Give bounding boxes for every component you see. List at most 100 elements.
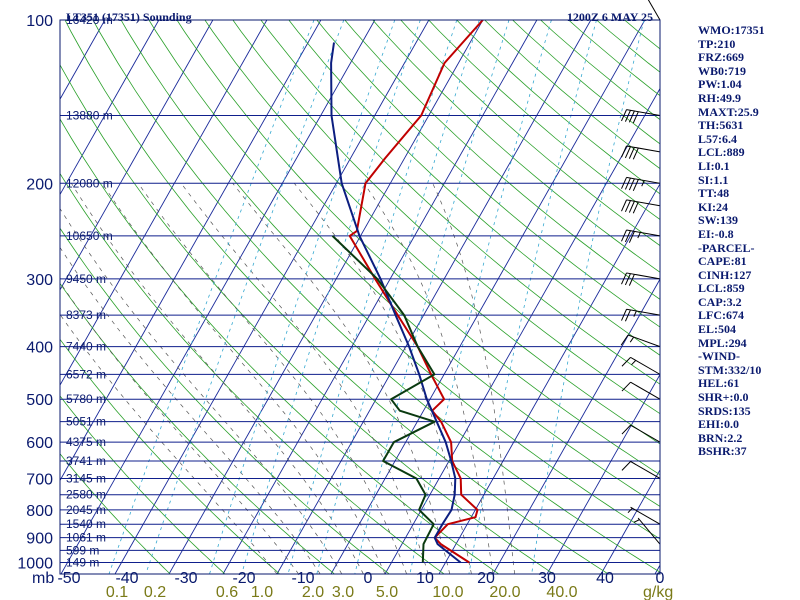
pressure-tick-label: 100 [26,13,53,30]
parameter-panel: WMO:17351 TP:210 FRZ:669 WB0:719 PW:1.04 RH:4… [698,23,798,459]
parameter-item: LCL:859 [698,281,745,296]
mixing-ratio-tick-label: 0.6 [216,584,238,600]
height-label: 13880 m [66,109,113,123]
isobar-lines [60,19,660,564]
parameter-item: SRDS:135 [698,403,751,418]
parameter-item: SW:139 [698,213,739,228]
temperature-tick-label: -30 [174,570,197,587]
dry-adiabat-line [60,453,171,574]
parameter-item: BRN:2.2 [698,430,743,445]
height-label: 1540 m [66,517,106,531]
moist-adiabat-line [294,183,472,574]
isotherm-line [546,373,660,574]
mixing-ratio-line [531,20,645,574]
pressure-tick-label: 400 [26,340,53,357]
height-label: 5051 m [66,415,106,429]
mixing-ratio-tick-label: 5.0 [376,584,398,600]
wind-barb [621,199,661,214]
pressure-tick-label: 1000 [17,556,53,573]
wind-barb [621,229,661,243]
mixing-ratio-line [354,20,510,574]
isotherm-line [438,182,660,574]
pressure-tick-label: 300 [26,272,53,289]
mixing-ratio-tick-label: 0.2 [144,584,166,600]
height-label: 4375 m [66,435,106,449]
parameter-item: EHI:0.0 [698,417,740,432]
height-labels: 16420 m 13880 m 12080 m 10650 m 9450 m 8373 m… [66,13,113,570]
height-label: 149 m [66,556,99,570]
wind-barb [633,517,661,545]
temperature-tick-label: 0 [364,570,373,587]
moist-adiabat-line [101,183,386,574]
mixing-ratio-tick-label: 40.0 [546,584,577,600]
mixing-ratio-tick-label: 3.0 [332,584,354,600]
pressure-tick-label: 500 [26,392,53,409]
pressure-tick-label: 700 [26,472,53,489]
dewpoint-trace [331,235,436,563]
height-label: 6572 m [66,367,106,381]
height-label: 599 m [66,543,99,557]
parcel-trace [330,42,462,564]
mixing-ratio-tick-label: 1.0 [251,584,273,600]
isotherm-line [60,20,268,387]
parameter-item: PW:1.04 [698,77,742,92]
isotherm-line [384,87,660,574]
moist-adiabat-line [432,183,515,574]
temperature-tick-label: -20 [232,570,255,587]
moist-adiabat-line [60,246,321,574]
wind-barb [621,356,661,375]
moist-adiabat-line [71,183,364,574]
dry-adiabat-line [60,338,280,574]
parameter-item: MPL:294 [698,335,747,350]
pressure-tick-label: 200 [26,176,53,193]
parameter-item: FRZ:669 [698,50,744,65]
mixing-ratio-tick-label: 10.0 [432,584,463,600]
moist-adiabat-line [363,183,494,574]
dry-adiabat-line [60,282,335,574]
temperature-tick-label: 40 [596,570,614,587]
height-label: 1061 m [66,531,106,545]
wind-barb [621,424,661,443]
isotherm-line [0,20,51,574]
temperature-tick-label: -10 [291,570,314,587]
parameter-item: LCL:889 [698,145,745,160]
temperature-tick-label: 30 [538,570,556,587]
parameter-item: BSHR:37 [698,444,747,459]
wind-barb [621,109,661,124]
mixing-ratio-unit-label: g/kg [643,584,673,600]
parameter-item: -PARCEL- [698,240,755,255]
height-label: 7440 m [66,340,106,354]
parameter-item: SI:1.1 [698,172,729,187]
mixing-ratio-line [409,20,552,574]
temperature-trace [348,20,484,564]
isotherm-line [276,20,592,574]
background-lines [0,20,660,574]
mixing-ratio-line [209,20,396,574]
dry-adiabat-line [60,395,226,574]
dry-adiabat-line [120,20,660,540]
height-label: 10650 m [66,229,113,243]
parameter-item: HEL:61 [698,376,740,391]
isotherm-line [114,20,430,574]
isotherm-line [60,20,376,574]
parameter-item: TT:48 [698,186,730,201]
wind-barb [620,334,661,348]
height-label: 3145 m [66,472,106,486]
height-label: 2045 m [66,503,106,517]
isotherm-line [168,20,484,574]
parameter-item: WB0:719 [698,63,746,78]
chart-title: LT351 (17351) Sounding [66,10,192,24]
mixing-ratio-tick-label: 20.0 [489,584,520,600]
wind-barb [621,176,661,191]
temperature-labels: -50 -40 -30 -20 -10 0 10 20 30 40 0 [57,570,664,587]
mixing-ratio-tick-label: 2.0 [302,584,324,600]
moist-adiabat-line [60,281,299,574]
pressure-tick-label: 900 [26,531,53,548]
parameter-item: L57:6.4 [698,131,737,146]
parameter-item: -WIND- [698,349,740,364]
mixing-ratio-line [145,20,345,574]
parameter-item: CINH:127 [698,267,752,282]
parameter-item: EI:-0.8 [698,226,734,241]
parameter-item: CAP:3.2 [698,294,742,309]
